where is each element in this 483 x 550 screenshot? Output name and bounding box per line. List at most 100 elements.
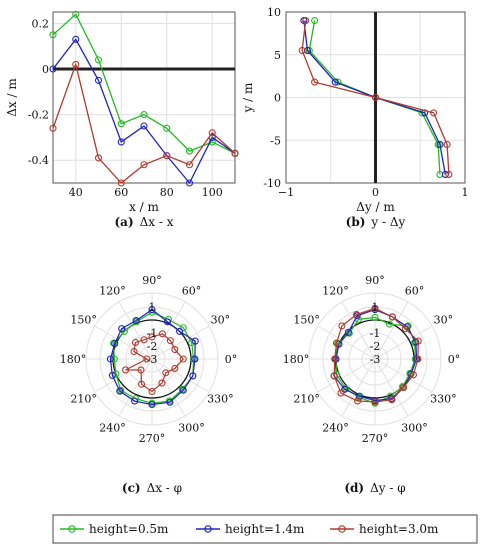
data-point-h30 (148, 387, 156, 396)
data-point-h30 (443, 140, 451, 149)
y-tick-label: -10 (263, 177, 281, 190)
data-point-h30 (331, 355, 339, 363)
plot-frame (52, 11, 236, 184)
x-axis-label: x / m (129, 200, 159, 214)
panel-caption: (d) Δy - φ (344, 481, 405, 495)
series-line-h14 (109, 308, 196, 406)
caption-text: Δx - x (140, 215, 174, 229)
data-point-h30 (163, 152, 171, 160)
data-point-h30 (166, 337, 174, 345)
panel-a-delta-x-vs-x: 40 60 80 100 0.2 0 -0.2 -0.4 x / m Δx / m (a) Δx - … (5, 10, 239, 229)
polar-angle-label: 90° (365, 274, 385, 287)
data-point-h30 (371, 93, 380, 102)
polar-angle-label: 120° (99, 285, 126, 298)
data-point-h30 (72, 60, 80, 68)
data-point-h14 (303, 46, 312, 55)
data-point-h14 (132, 317, 140, 325)
data-point-h30 (158, 379, 166, 387)
polar-r-label: 1 (149, 301, 156, 314)
y-tick-label: -0.4 (28, 154, 49, 167)
polar-angle-label: 180° (283, 353, 310, 366)
polar-spoke (374, 325, 433, 360)
data-point-h30 (409, 371, 417, 379)
polar-angle-label: 240° (322, 421, 349, 434)
polar-spoke (317, 325, 376, 360)
data-point-h14 (117, 138, 125, 146)
data-point-h30 (130, 347, 138, 356)
caption-label: (d) (344, 481, 364, 495)
y-axis-label: y / m (241, 82, 255, 113)
polar-angle-label: 300° (401, 421, 428, 434)
data-point-h14 (176, 327, 184, 335)
data-point-h14 (191, 355, 199, 363)
data-point-h30 (430, 109, 438, 117)
data-point-h30 (338, 322, 346, 330)
y-tick-label: -0.2 (28, 109, 49, 122)
data-point-h14 (106, 355, 114, 363)
x-tick-label: −1 (278, 186, 294, 199)
polar-angle-label: 270° (362, 432, 389, 445)
polar-spoke (94, 358, 153, 393)
data-point-h30 (399, 383, 408, 392)
panel-caption: (c) Δx - φ (122, 481, 182, 495)
data-point-h05 (112, 370, 120, 378)
data-point-h14 (94, 76, 103, 84)
polar-spoke (374, 358, 409, 417)
polar-angle-label: 180° (60, 353, 87, 366)
polar-spoke (341, 358, 376, 417)
data-point-h05 (342, 384, 350, 392)
data-point-h30 (148, 333, 156, 341)
data-point-h05 (436, 170, 444, 178)
data-point-h30 (353, 311, 361, 319)
data-point-h30 (445, 170, 453, 178)
polar-angle-label: 90° (142, 274, 162, 287)
data-point-h30 (388, 313, 396, 321)
polar-spoke (94, 325, 153, 360)
data-point-h05 (371, 313, 379, 321)
data-point-h30 (137, 366, 145, 374)
caption-text: Δy - φ (370, 481, 406, 495)
data-point-h14 (189, 372, 197, 380)
caption-label: (c) (122, 481, 141, 495)
x-axis-label: Δy / m (356, 200, 395, 214)
data-point-h30 (143, 355, 151, 363)
data-point-h30 (138, 380, 146, 388)
polar-spoke (118, 301, 153, 360)
data-point-h05 (178, 385, 186, 393)
data-point-h14 (436, 140, 444, 149)
data-point-h30 (49, 124, 57, 132)
data-point-h30 (131, 338, 140, 347)
legend-marker-h14 (204, 525, 212, 533)
data-point-h14 (116, 387, 124, 395)
polar-spoke (151, 301, 186, 360)
data-point-h14 (179, 386, 187, 394)
polar-angle-label: 300° (178, 421, 205, 434)
polar-angle-label: 240° (99, 421, 126, 434)
y-tick-label: 0 (274, 92, 281, 105)
series-line-h14 (52, 38, 236, 185)
polar-angle-label: 330° (430, 393, 457, 406)
polar-spoke (151, 325, 210, 360)
legend-marker-h05 (68, 525, 76, 533)
data-point-h30 (208, 129, 216, 137)
data-point-h14 (118, 325, 126, 333)
data-point-h30 (179, 355, 187, 363)
legend-box (52, 514, 478, 544)
polar-spoke (374, 358, 433, 393)
data-point-h30 (185, 161, 194, 169)
polar-angle-label: 270° (139, 432, 166, 445)
data-point-h30 (414, 337, 422, 345)
data-point-h05 (179, 324, 187, 332)
caption-text: y - Δy (370, 215, 405, 229)
polar-angle-label: 210° (293, 393, 320, 406)
data-point-h05 (399, 383, 407, 391)
caption-text: Δx - φ (147, 481, 183, 495)
polar-r-label: -3 (370, 353, 381, 366)
data-point-h14 (131, 397, 139, 405)
data-point-h30 (171, 345, 179, 354)
series-line-h30 (333, 307, 419, 403)
x-tick-label: 100 (202, 186, 223, 199)
y-tick-label: -5 (270, 134, 281, 147)
data-point-h30 (231, 149, 239, 157)
